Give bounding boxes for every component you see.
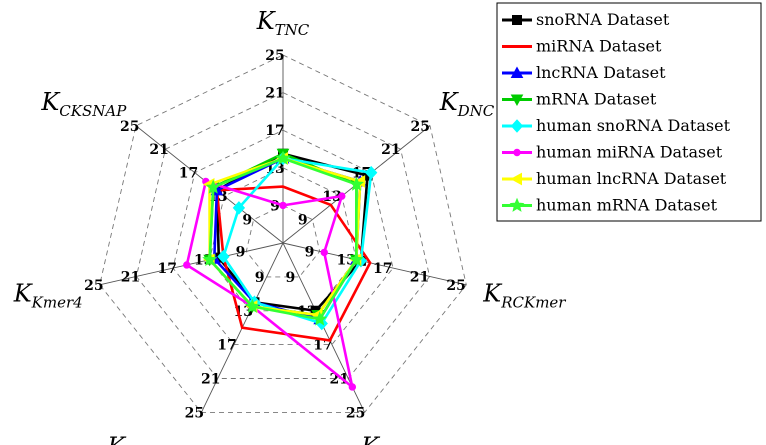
tick-label: 21 bbox=[381, 142, 400, 158]
grid-ring-1 bbox=[245, 204, 321, 278]
legend-marker bbox=[512, 15, 522, 25]
series-line bbox=[208, 157, 362, 317]
axis-label-rckmer: KRCKmer bbox=[482, 279, 566, 311]
legend-entry: human mRNA Dataset bbox=[502, 196, 718, 215]
axis-label-nac: KNAC bbox=[360, 433, 415, 445]
tick-label: 25 bbox=[411, 119, 430, 135]
tick-label: 17 bbox=[265, 123, 284, 139]
legend-entry: snoRNA Dataset bbox=[502, 10, 670, 29]
tick-label: 21 bbox=[410, 270, 429, 286]
tick-label: 25 bbox=[346, 405, 365, 421]
series-line bbox=[185, 179, 355, 391]
tick-label: 21 bbox=[201, 372, 220, 388]
data-point bbox=[205, 179, 221, 194]
legend-label: miRNA Dataset bbox=[536, 37, 662, 56]
legend-entry: human snoRNA Dataset bbox=[502, 116, 731, 135]
data-point bbox=[217, 249, 230, 264]
tick-label: 9 bbox=[270, 198, 280, 214]
tick-label: 17 bbox=[217, 338, 236, 354]
tick-label: 9 bbox=[242, 213, 252, 229]
data-point bbox=[320, 248, 328, 257]
grid-ring-5 bbox=[99, 54, 467, 413]
axis-label-kmer4: KKmer4 bbox=[13, 279, 83, 311]
tick-label: 25 bbox=[446, 278, 465, 294]
legend-entry: lncRNA Dataset bbox=[502, 63, 666, 82]
tick-label: 21 bbox=[121, 270, 140, 286]
data-point bbox=[275, 150, 291, 165]
legend-label: lncRNA Dataset bbox=[536, 63, 666, 82]
tick-label: 21 bbox=[149, 142, 168, 158]
tick-label: 9 bbox=[286, 270, 296, 286]
tick-label: 21 bbox=[330, 372, 349, 388]
data-point bbox=[348, 383, 357, 391]
data-point bbox=[244, 298, 260, 313]
axis-label-kmer1234: KKmer1234 bbox=[106, 433, 205, 445]
tick-label: 9 bbox=[236, 244, 246, 260]
legend-entry: human miRNA Dataset bbox=[502, 143, 723, 162]
tick-label: 25 bbox=[185, 405, 204, 421]
tick-label: 17 bbox=[313, 338, 332, 354]
data-point bbox=[349, 176, 364, 191]
tick-label: 17 bbox=[179, 166, 198, 182]
data-point bbox=[365, 165, 378, 180]
tick-label: 21 bbox=[265, 86, 284, 102]
spoke-6 bbox=[99, 242, 284, 286]
tick-label: 9 bbox=[305, 244, 315, 260]
data-point bbox=[279, 201, 287, 210]
tick-label: 25 bbox=[120, 119, 139, 135]
legend-marker bbox=[510, 119, 524, 133]
tick-label: 9 bbox=[298, 213, 308, 229]
legend-box bbox=[496, 2, 762, 222]
legend-marker bbox=[510, 94, 524, 107]
axis-labels: KTNC KDNC KRCKmer KNAC KKmer1234 KKmer4 KCKSNA… bbox=[13, 7, 567, 445]
axis-label-cksnap: KCKSNAP bbox=[40, 88, 127, 120]
legend-label: mRNA Dataset bbox=[536, 90, 657, 109]
legend-marker bbox=[509, 197, 525, 212]
tick-label: 25 bbox=[84, 278, 103, 294]
data-point bbox=[202, 251, 218, 267]
data-series bbox=[183, 148, 378, 391]
legend-entry: human lncRNA Dataset bbox=[502, 169, 727, 188]
legend: snoRNA Dataset miRNA Dataset lncRNA Datase… bbox=[496, 2, 762, 222]
legend-label: human miRNA Dataset bbox=[536, 143, 723, 162]
legend-label: human mRNA Dataset bbox=[536, 196, 718, 215]
axis-label-dnc: KDNC bbox=[439, 88, 495, 120]
radar-grid bbox=[99, 54, 467, 413]
grid-ring-3 bbox=[172, 129, 394, 346]
series-8 bbox=[202, 150, 364, 326]
legend-marker bbox=[513, 148, 521, 157]
legend-entry: mRNA Dataset bbox=[502, 90, 657, 109]
legend-marker bbox=[510, 172, 522, 186]
axis-label-tnc: KTNC bbox=[256, 7, 310, 39]
legend-label: human snoRNA Dataset bbox=[536, 116, 731, 135]
data-point bbox=[348, 251, 364, 267]
series-line bbox=[208, 157, 358, 321]
data-point bbox=[338, 192, 346, 200]
tick-label: 17 bbox=[157, 261, 176, 277]
legend-label: snoRNA Dataset bbox=[536, 10, 670, 29]
data-point bbox=[232, 201, 246, 215]
data-point bbox=[183, 261, 191, 269]
legend-marker bbox=[510, 66, 524, 78]
radial-tick-labels: 9131721259131721259131721259131721259131… bbox=[84, 48, 466, 421]
legend-label: human lncRNA Dataset bbox=[536, 169, 727, 188]
data-point bbox=[312, 311, 328, 326]
tick-label: 17 bbox=[373, 261, 392, 277]
spoke-3 bbox=[282, 242, 467, 286]
tick-label: 9 bbox=[255, 270, 265, 286]
legend-entry: miRNA Dataset bbox=[502, 37, 662, 56]
tick-label: 25 bbox=[265, 48, 284, 64]
